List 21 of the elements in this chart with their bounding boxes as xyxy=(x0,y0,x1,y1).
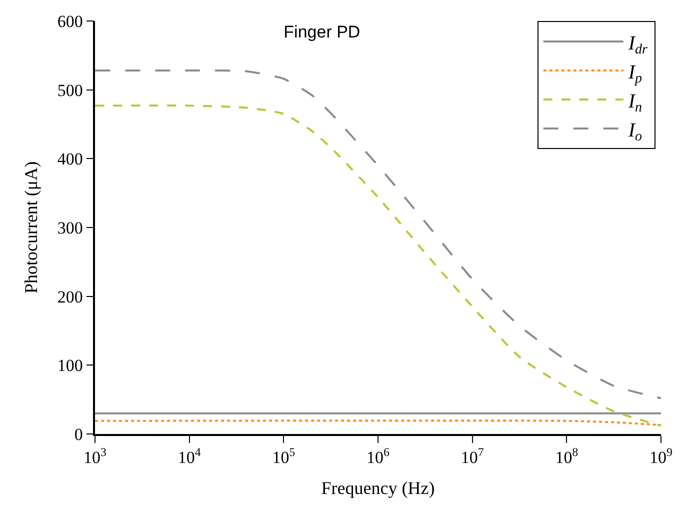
x-tick-label: 10$^{3}$ xyxy=(84,445,107,468)
y-tick-label: 300 xyxy=(57,218,83,238)
y-axis-title: Photocurrent (μA) xyxy=(21,161,42,294)
x-tick-label: 10$^{4}$ xyxy=(178,445,201,468)
x-tick-label: 10$^{8}$ xyxy=(555,445,578,468)
legend-label: I$_{dr}$ xyxy=(627,32,648,58)
y-tick-label: 200 xyxy=(57,287,83,306)
y-tick-label: 600 xyxy=(57,12,83,31)
legend-label: I$_{o}$ xyxy=(627,119,642,144)
y-tick-label: 500 xyxy=(57,80,83,100)
y-tick-label: 400 xyxy=(57,150,83,169)
chart-title: Finger PD xyxy=(284,22,360,42)
x-tick-label: 10$^{7}$ xyxy=(460,445,484,468)
legend-label: I$_{n}$ xyxy=(627,90,642,116)
y-tick-label: 0 xyxy=(74,424,83,444)
x-axis-title: Frequency (Hz) xyxy=(321,478,435,498)
legend-label: I$_{p}$ xyxy=(627,61,642,86)
x-tick-label: 10$^{6}$ xyxy=(366,445,390,468)
y-tick-label: 100 xyxy=(57,356,83,376)
x-tick-label: 10$^{5}$ xyxy=(272,445,296,468)
x-tick-label: 10$^{9}$ xyxy=(650,445,673,468)
